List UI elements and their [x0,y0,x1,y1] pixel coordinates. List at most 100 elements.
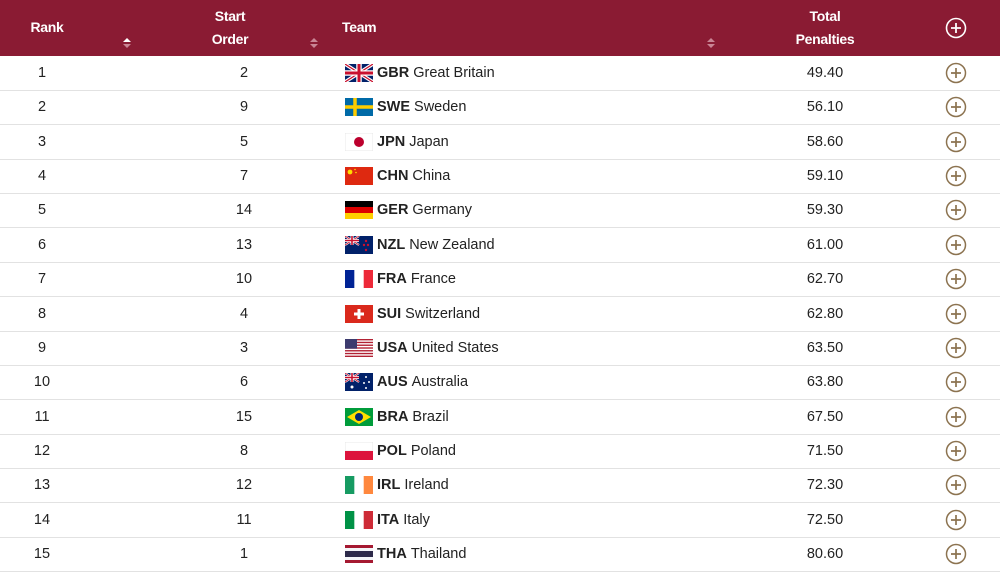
country-code: ITA [377,511,400,528]
flag-icon [345,98,373,117]
country-code: GBR [377,65,410,81]
rank: 7 [37,271,47,288]
table-row: 12 8 POL Poland 71.50 [0,434,1000,469]
column-header[interactable]: Total Penalties [795,8,855,47]
start-order: 3 [239,339,249,356]
expand-button[interactable] [945,371,967,393]
country-code: IRL [377,477,401,494]
country-name: Brazil [412,408,449,425]
table-row: 10 6 AUS Australia 63.80 [0,365,1000,401]
total-penalties: 59.10 [806,168,844,185]
total-penalties: 67.50 [806,408,844,425]
flag [344,234,373,254]
table-row: 14 11 ITA Italy 72.50 [0,503,1000,538]
plus-icon[interactable] [945,371,967,393]
plus-icon[interactable] [945,96,967,118]
flag-icon [345,167,373,186]
country-code: BRA [377,408,409,425]
country-name: Italy [403,511,430,528]
expand-button[interactable] [945,303,967,325]
flag [345,270,373,289]
start-order: 8 [239,442,249,459]
team: NZL New Zealand [377,228,495,262]
plus-icon[interactable] [945,440,967,462]
country-code: GER [377,202,409,219]
expand-button[interactable] [945,440,967,462]
country-code: JPN [377,133,406,150]
expand-button[interactable] [945,199,967,221]
plus-icon[interactable] [945,165,967,187]
flag-icon [345,201,373,220]
table-row: 2 9 SWE Sweden 56.10 [0,90,1000,126]
flag-icon [345,407,373,426]
sort-icon[interactable] [122,36,132,50]
expand-all-button[interactable] [945,17,967,39]
country-name: Great Britain [413,65,495,81]
plus-icon[interactable] [945,543,967,565]
expand-button[interactable] [945,337,967,359]
expand-button[interactable] [945,474,967,496]
start-order: 5 [239,133,249,150]
plus-icon[interactable] [945,268,967,290]
plus-icon[interactable] [945,131,967,153]
start-order: 13 [235,236,253,253]
flag [345,338,373,357]
rank: 12 [33,442,51,459]
total-penalties: 56.10 [806,99,844,116]
plus-icon[interactable] [945,234,967,256]
expand-button[interactable] [945,268,967,290]
country-code: SUI [377,305,402,322]
flag [345,545,373,564]
plus-icon[interactable] [945,509,967,531]
expand-button[interactable] [945,406,967,428]
sort-icon[interactable] [706,36,716,50]
team: GBR Great Britain [377,56,495,90]
rank: 14 [33,511,51,528]
plus-icon[interactable] [945,303,967,325]
table-row: 15 1 THA Thailand 80.60 [0,537,1000,572]
plus-icon[interactable] [945,199,967,221]
start-order: 14 [235,202,253,219]
plus-icon[interactable] [945,62,967,84]
total-penalties: 63.50 [806,339,844,356]
total-penalties: 61.00 [806,236,844,253]
column-header[interactable]: Rank [30,19,64,35]
sort-icon[interactable] [309,36,319,50]
country-code: AUS [377,374,408,391]
plus-icon[interactable] [945,337,967,359]
rank: 4 [37,168,47,185]
expand-button[interactable] [945,234,967,256]
expand-button[interactable] [945,62,967,84]
flag [345,510,373,529]
country-name: Japan [409,133,449,150]
column-header[interactable]: Start Order [211,8,249,47]
country-name: Ireland [404,477,449,494]
expand-button[interactable] [945,543,967,565]
team: IRL Ireland [377,468,449,502]
rank: 11 [34,408,50,425]
plus-icon[interactable] [945,474,967,496]
expand-button[interactable] [945,131,967,153]
rank: 5 [37,202,47,219]
country-name: China [412,168,451,185]
rank: 1 [37,65,47,81]
flag-icon [344,372,373,392]
country-code: FRA [377,271,407,288]
plus-icon[interactable] [945,406,967,428]
column-header[interactable]: Team [342,19,377,35]
flag-icon [344,132,374,152]
expand-button[interactable] [945,96,967,118]
start-order: 9 [239,99,249,116]
team: USA United States [377,331,499,365]
total-penalties: 59.30 [806,202,844,219]
table-row: 1 2 GBR Great Britain 49.40 [0,56,1000,91]
table-row: 3 5 JPN Japan 58.60 [0,125,1000,160]
expand-button[interactable] [945,509,967,531]
rank: 10 [33,374,51,391]
expand-button[interactable] [945,165,967,187]
rank: 6 [37,236,47,253]
flag-icon [345,510,373,529]
team: THA Thailand [377,537,466,571]
table-row: 13 12 IRL Ireland 72.30 [0,468,1000,504]
flag [344,132,374,152]
